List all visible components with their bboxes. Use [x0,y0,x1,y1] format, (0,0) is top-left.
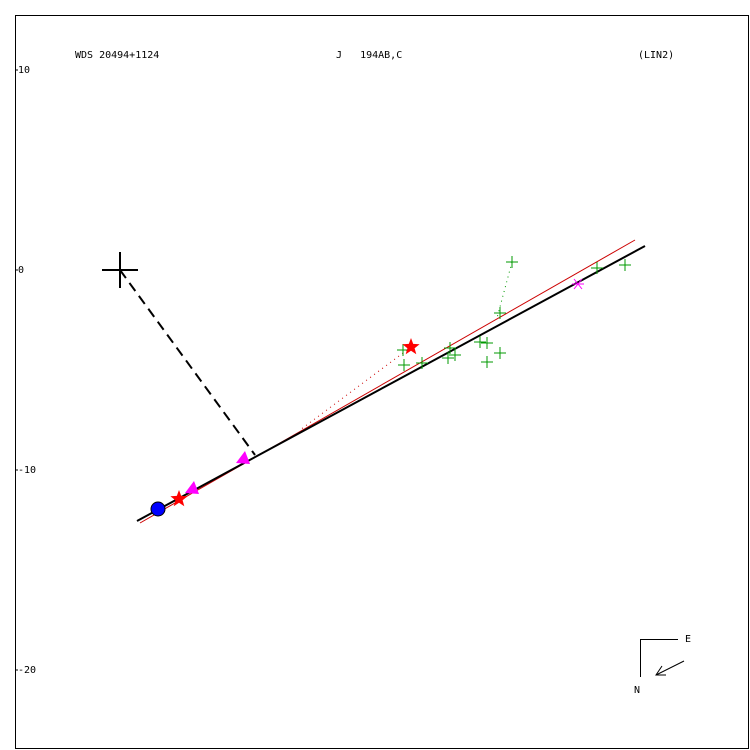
observation [442,352,454,364]
observation [494,307,506,319]
chart-title: WDS 20494+1124 [75,50,159,61]
triangle-point [236,451,250,464]
observation [444,342,456,354]
compass-e-label: E [685,634,691,645]
fit-line [139,239,636,524]
observation [449,349,461,361]
plot-frame [15,15,749,749]
observation [474,336,486,348]
observation [506,256,518,268]
motion-arrow-head [655,665,666,676]
observation [494,347,506,359]
triangle-point [185,481,199,494]
compass-n-label: N [634,685,640,696]
reference-label: (LIN2) [638,50,674,61]
fit-line [136,245,646,522]
star-point [170,490,188,507]
chart-subtitle: J 194AB,C [336,50,402,61]
motion-arrow [655,660,685,676]
circle-point [150,501,166,517]
fit-line [496,261,513,319]
fit-line [299,346,412,431]
star-point [402,338,420,355]
observation [481,337,493,349]
y-tick-label: 0 [18,265,24,276]
observation [398,359,410,371]
observation [481,356,493,368]
y-tick-label: -10 [18,465,36,476]
observation [619,259,631,271]
fit-line [119,269,256,456]
y-tick-label: -20 [18,665,36,676]
compass [640,639,685,677]
y-tick-label: 10 [18,65,30,76]
observation [416,357,428,369]
asterisk-point [572,278,584,290]
observation [591,262,603,274]
